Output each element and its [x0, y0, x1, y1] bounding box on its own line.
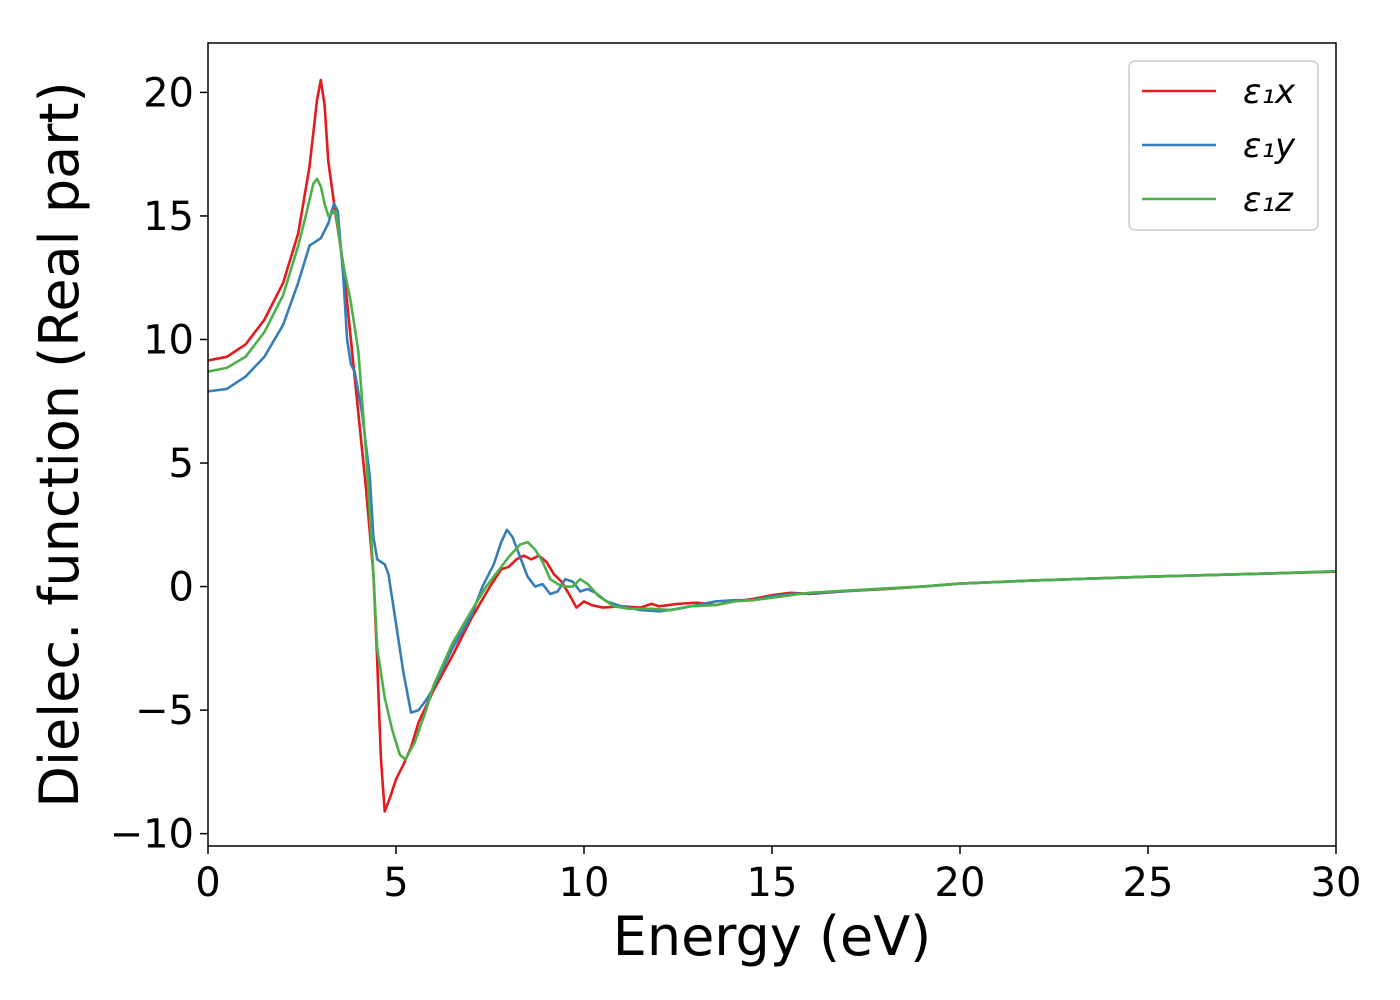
y-tick-label: 15 [143, 194, 194, 240]
legend: ε₁x ε₁y ε₁z [1128, 60, 1319, 231]
x-tick-label: 5 [383, 860, 408, 906]
y-tick-label: 0 [169, 565, 194, 611]
x-tick-label: 30 [1311, 860, 1362, 906]
x-tick-label: 0 [195, 860, 220, 906]
legend-label-3: ε₁z [1243, 180, 1294, 220]
series-line-3 [208, 177, 1336, 761]
y-tick-label: 20 [143, 70, 194, 116]
y-tick-label: 10 [143, 317, 194, 363]
y-tick-label: −5 [135, 688, 194, 734]
x-tick-label: 10 [559, 860, 610, 906]
y-axis-label: Dielec. function (Real part) [28, 81, 91, 807]
legend-label-2: ε₁y [1243, 126, 1296, 166]
y-tick-label: 5 [169, 441, 194, 487]
legend-label-1: ε₁x [1243, 72, 1296, 112]
x-axis-label: Energy (eV) [613, 905, 932, 968]
x-tick-label: 25 [1123, 860, 1174, 906]
y-axis-ticks: −10 −5 0 5 10 15 20 [110, 70, 208, 858]
x-tick-label: 20 [935, 860, 986, 906]
x-axis-ticks: 0 5 10 15 20 25 30 [195, 846, 1361, 906]
x-tick-label: 15 [747, 860, 798, 906]
legend-box [1128, 60, 1319, 231]
series-layer [208, 78, 1336, 813]
y-tick-label: −10 [110, 812, 194, 858]
